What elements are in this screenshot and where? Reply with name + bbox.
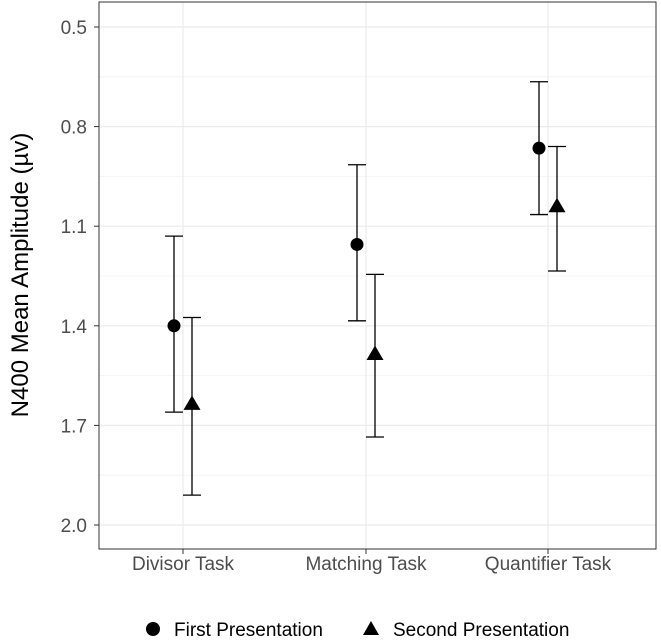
plot-panel-border xyxy=(98,1,657,550)
y-axis-title: N400 Mean Amplitude (µv) xyxy=(7,133,34,418)
second-presentation-point xyxy=(548,197,566,213)
y-tick-label: 1.4 xyxy=(61,317,88,338)
y-axis-ticks: 0.5 0.8 1.1 1.4 1.7 2.0 xyxy=(61,18,99,537)
y-tick-label: 0.5 xyxy=(61,18,87,39)
y-tick-label: 2.0 xyxy=(61,516,87,537)
first-presentation-point xyxy=(167,319,181,333)
legend: First Presentation Second Presentation xyxy=(146,620,569,641)
second-presentation-point xyxy=(366,345,384,361)
x-tick-label: Quantifier Task xyxy=(485,554,612,575)
grid-lines xyxy=(99,2,656,549)
legend-circle-marker-icon xyxy=(146,622,160,636)
first-presentation-point xyxy=(350,237,364,251)
legend-label-first-presentation: First Presentation xyxy=(174,620,323,641)
x-tick-label: Matching Task xyxy=(305,554,427,575)
y-tick-label: 1.7 xyxy=(61,416,87,437)
y-tick-label: 1.1 xyxy=(61,217,87,238)
x-axis-ticks: Divisor Task Matching Task Quantifier Task xyxy=(132,549,612,575)
y-tick-label: 0.8 xyxy=(61,118,87,139)
second-presentation-point xyxy=(183,395,201,410)
legend-triangle-marker-icon xyxy=(363,621,379,635)
x-tick-label: Divisor Task xyxy=(132,554,235,575)
first-presentation-point xyxy=(532,141,546,155)
data-points xyxy=(167,141,566,410)
legend-label-second-presentation: Second Presentation xyxy=(393,620,569,641)
